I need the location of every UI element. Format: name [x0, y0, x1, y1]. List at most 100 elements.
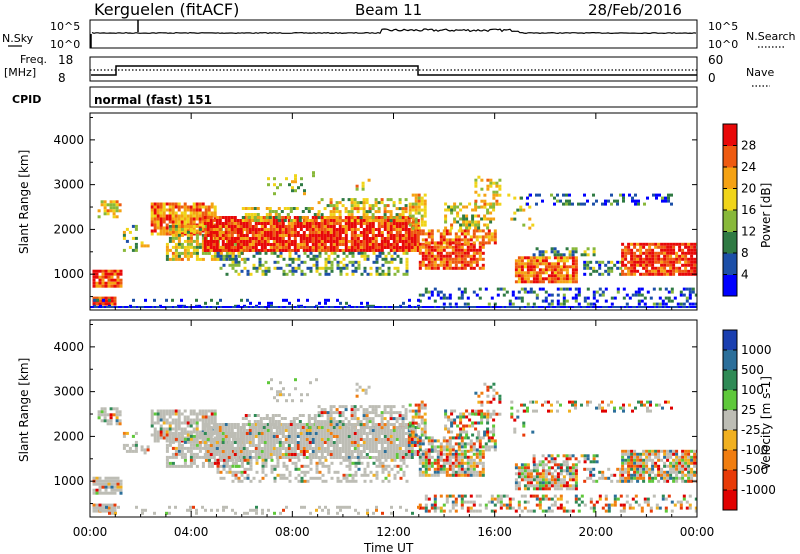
heatmap-cell — [257, 240, 261, 243]
heatmap-cell — [421, 245, 425, 249]
heatmap-cell — [180, 233, 184, 237]
heatmap-cell — [392, 249, 396, 252]
heatmap-cell — [624, 254, 628, 258]
heatmap-cell — [266, 453, 270, 456]
heatmap-cell — [101, 278, 105, 282]
heatmap-cell — [347, 216, 351, 219]
heatmap-cell — [98, 269, 102, 273]
heatmap-cell — [112, 200, 116, 204]
heatmap-cell — [230, 447, 234, 450]
heatmap-cell — [453, 208, 457, 212]
heatmap-cell — [398, 231, 402, 234]
heatmap-cell — [303, 470, 307, 474]
heatmap-cell — [639, 254, 643, 258]
heatmap-cell — [472, 232, 476, 236]
heatmap-cell — [198, 205, 202, 209]
heatmap-cell — [284, 435, 288, 438]
heatmap-cell — [341, 447, 345, 450]
heatmap-cell — [498, 306, 500, 308]
heatmap-cell — [660, 245, 664, 249]
heatmap-cell — [237, 470, 241, 474]
heatmap-cell — [158, 306, 160, 308]
heatmap-cell — [213, 236, 217, 240]
heatmap-cell — [392, 225, 396, 228]
heatmap-cell — [407, 441, 411, 444]
heatmap-cell — [159, 430, 163, 434]
heatmap-cell — [245, 243, 249, 246]
heatmap-cell — [556, 256, 560, 260]
heatmap-cell — [274, 210, 278, 213]
heatmap-cell — [335, 201, 339, 205]
heatmap-cell — [574, 250, 578, 254]
heatmap-cell — [368, 210, 372, 214]
heatmap-cell — [532, 265, 536, 269]
heatmap-cell — [212, 243, 216, 246]
heatmap-cell — [442, 254, 446, 258]
heatmap-cell — [353, 246, 357, 249]
heatmap-cell — [380, 243, 384, 246]
heatmap-cell — [574, 296, 578, 300]
heatmap-cell — [529, 271, 533, 275]
heatmap-cell — [408, 211, 412, 215]
heatmap-cell — [483, 223, 487, 227]
heatmap-cell — [290, 447, 294, 450]
heatmap-cell — [253, 213, 257, 216]
heatmap-cell — [478, 287, 482, 291]
heatmap-cell — [261, 467, 265, 471]
heatmap-cell — [300, 476, 304, 480]
heatmap-cell — [292, 417, 296, 420]
heatmap-cell — [445, 251, 449, 255]
heatmap-cell — [278, 432, 282, 435]
heatmap-cell — [95, 296, 99, 300]
heatmap-cell — [304, 306, 306, 308]
heatmap-cell — [329, 213, 333, 217]
heatmap-cell — [156, 217, 160, 221]
heatmap-cell — [407, 222, 411, 225]
heatmap-cell — [281, 249, 285, 252]
heatmap-cell — [212, 453, 216, 456]
heatmap-cell — [621, 257, 625, 261]
heatmap-cell — [678, 257, 682, 261]
heatmap-cell — [380, 246, 384, 249]
heatmap-cell — [344, 444, 348, 447]
heatmap-cell — [454, 238, 458, 242]
heatmap-cell — [682, 293, 686, 297]
heatmap-cell — [474, 306, 476, 308]
heatmap-cell — [348, 458, 352, 462]
heatmap-cell — [353, 447, 357, 450]
heatmap-cell — [359, 225, 363, 228]
heatmap-cell — [341, 225, 345, 228]
heatmap-cell — [281, 426, 285, 429]
heatmap-cell — [215, 444, 219, 447]
heatmap-cell — [329, 435, 333, 438]
heatmap-cell — [341, 204, 345, 208]
heatmap-cell — [474, 202, 478, 206]
heatmap-cell — [565, 256, 569, 260]
heatmap-cell — [324, 479, 328, 483]
heatmap-cell — [688, 290, 692, 294]
heatmap-cell — [486, 223, 490, 227]
heatmap-cell — [351, 263, 355, 267]
heatmap-cell — [490, 232, 494, 236]
heatmap-cell — [95, 479, 99, 483]
heatmap-cell — [206, 246, 210, 249]
heatmap-cell — [490, 296, 494, 300]
heatmap-cell — [638, 306, 640, 308]
heatmap-cell — [495, 181, 499, 185]
heatmap-cell — [562, 256, 566, 260]
heatmap-cell — [469, 254, 473, 258]
heatmap-cell — [687, 272, 691, 276]
heatmap-cell — [189, 452, 193, 456]
heatmap-cell — [381, 467, 385, 471]
heatmap-cell — [392, 435, 396, 438]
heatmap-cell — [241, 219, 245, 222]
heatmap-cell — [269, 222, 273, 225]
heatmap-cell — [380, 240, 384, 243]
heatmap-cell — [234, 257, 238, 261]
heatmap-cell — [482, 306, 484, 308]
heatmap-cell — [306, 254, 310, 258]
heatmap-cell — [226, 306, 228, 308]
heatmap-cell — [637, 290, 641, 294]
heatmap-cell — [556, 199, 559, 203]
heatmap-cell — [248, 426, 252, 429]
